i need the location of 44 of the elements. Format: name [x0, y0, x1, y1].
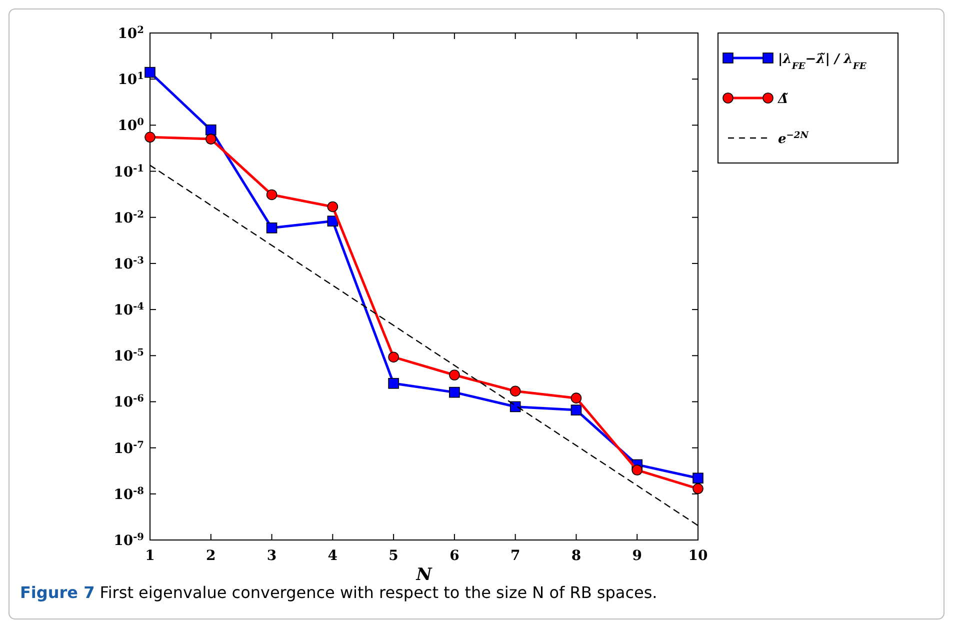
x-tick-label: 7: [510, 548, 520, 564]
point: [205, 134, 216, 144]
point: [266, 189, 278, 200]
point: [144, 132, 156, 143]
point: [205, 124, 216, 136]
y-tick-label: 10$^{-2}$: [114, 208, 144, 226]
point: [144, 66, 156, 78]
point: [388, 352, 399, 362]
point: [388, 378, 399, 389]
point: [632, 464, 643, 476]
point: [449, 386, 460, 398]
x-tick-label: 5: [388, 548, 398, 564]
y-tick-label: 10$^{1}$: [118, 70, 144, 88]
y-tick-label: 10$^{-1}$: [114, 162, 144, 180]
legend-label: e$^{−2N}$: [778, 130, 810, 147]
x-axis-title: N: [415, 565, 434, 585]
point: [266, 222, 278, 234]
y-tick-label: 10$^{2}$: [118, 24, 144, 42]
y-tick-label: 10$^{-7}$: [114, 439, 144, 457]
point: [692, 472, 704, 484]
x-tick-label: 6: [450, 548, 460, 564]
legend-label: Δ̃: [777, 92, 788, 107]
point: [570, 392, 582, 404]
point: [692, 483, 704, 494]
x-tick-label: 4: [328, 548, 338, 564]
point: [449, 370, 460, 380]
y-tick-label: 10$^{-3}$: [114, 254, 144, 272]
x-tick-label: 9: [632, 548, 642, 564]
point: [510, 386, 521, 397]
y-tick-label: 10$^{-6}$: [114, 393, 144, 411]
x-tick-label: 3: [266, 548, 277, 564]
y-tick-label: 10$^{0}$: [118, 116, 144, 134]
x-tick-label: 2: [206, 548, 216, 564]
x-tick-label: 8: [571, 548, 582, 564]
y-tick-label: 10$^{-9}$: [114, 532, 144, 549]
y-tick-label: 10$^{-8}$: [114, 485, 144, 503]
point: [570, 404, 582, 416]
legend-label: |λ$_{FE}$−λ̃| / λ$_{FE}$: [778, 52, 868, 72]
x-tick-label: 10: [688, 548, 708, 564]
y-tick-label: 10$^{-5}$: [114, 347, 144, 365]
y-tick-label: 10$^{-4}$: [114, 301, 144, 319]
point: [327, 201, 338, 212]
x-tick-label: 1: [145, 548, 155, 564]
caption: Figure 7 First eigenvalue convergence with respect to the size N of RB spaces.: [20, 583, 658, 602]
